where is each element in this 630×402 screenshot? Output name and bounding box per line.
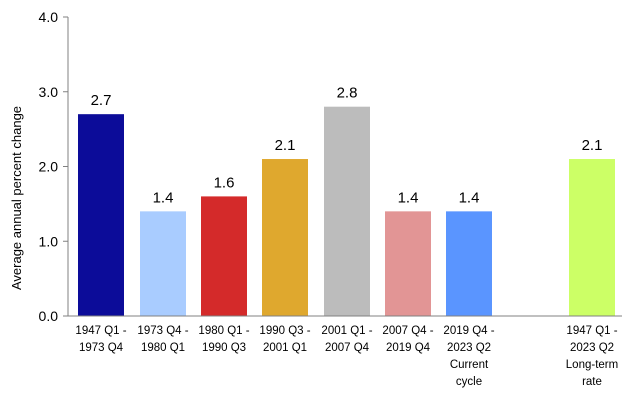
bar [140,211,186,316]
x-category-label: 2007 Q4 -2019 Q4 [382,325,433,354]
value-label: 2.1 [582,137,603,154]
bar [201,196,247,316]
y-tick-label: 3.0 [39,84,59,100]
value-label: 2.1 [275,137,296,154]
bar [446,211,492,316]
value-label: 1.4 [398,189,419,206]
y-tick-label: 2.0 [39,159,59,175]
value-label: 2.8 [337,85,358,102]
value-label: 1.4 [153,189,174,206]
bar [262,159,308,316]
x-category-label: 1973 Q4 -1980 Q1 [137,325,188,354]
x-category-label: 1990 Q3 -2001 Q1 [259,325,310,354]
x-category-label: 1980 Q1 -1990 Q3 [198,325,249,354]
x-category-label: 2019 Q4 -2023 Q2 Current cycle [443,325,494,388]
y-tick-label: 1.0 [39,233,59,249]
x-category-label: 1947 Q1 -1973 Q4 [75,325,126,354]
y-tick-label: 0.0 [39,308,59,324]
bar [324,106,370,316]
y-tick-label: 4.0 [39,9,59,25]
value-label: 1.6 [214,174,235,191]
bar [569,159,615,316]
y-axis-label: Average annual percent change [9,106,24,290]
x-category-label: 2001 Q1 -2007 Q4 [321,325,372,354]
value-label: 1.4 [459,189,480,206]
bar [78,114,124,316]
value-label: 2.7 [91,92,112,109]
bar [385,211,431,316]
x-category-label: 1947 Q1 -2023 Q2 Long-term rate [566,325,618,388]
